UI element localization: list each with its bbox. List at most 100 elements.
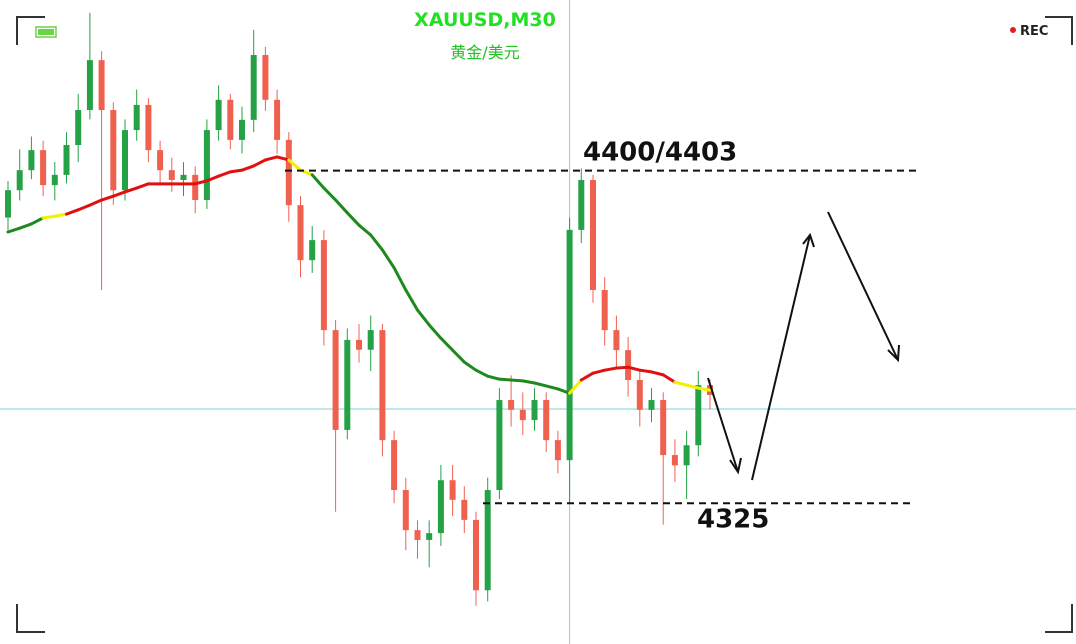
moving-average-segment [310,173,326,190]
rec-dot [1010,27,1016,33]
candle-body [367,330,374,350]
candle-body [671,455,678,466]
moving-average-segment [650,370,665,377]
battery-icon [35,26,57,38]
moving-average-segment [673,380,689,387]
moving-average-segment [275,155,291,162]
moving-average-segment [65,208,80,216]
candle-body [566,229,573,461]
candle-body [274,99,281,140]
moving-average-segment [100,194,115,202]
level-label: 4400/4403 [583,138,737,168]
candle-body [402,490,409,531]
moving-average-segment [603,366,618,372]
moving-average-segment [345,211,361,227]
moving-average-segment [591,368,607,375]
moving-average-segment [111,190,127,198]
candle-body [613,330,620,351]
candle-body [192,174,199,201]
candle-body [180,174,187,180]
candle-body [379,330,386,441]
candle-body [660,400,667,456]
candle-body [461,499,468,520]
moving-average-segment [334,198,349,215]
moving-average-segment [6,226,22,234]
candle-body [648,400,655,410]
chart-title: XAUUSD,M30 [414,9,556,31]
candle-body [28,150,35,171]
moving-average-segment [474,368,490,378]
moving-average-segment [638,368,653,374]
candle-body [51,174,58,186]
moving-average-segment [228,168,244,174]
moving-average-segment [451,348,466,364]
candle-body [309,240,316,261]
moving-average-segment [497,377,513,382]
moving-average-segment [123,186,139,194]
candle-body [203,130,210,201]
candle-body [262,55,269,100]
candle-body [110,110,117,191]
moving-average-segment [626,365,642,372]
moving-average-segment [88,198,104,207]
candle-body [297,205,304,261]
candle-body [215,99,222,131]
moving-average-segment [41,214,57,220]
candle-body [531,400,538,421]
moving-average-segment [217,170,232,178]
moving-average-segment [556,387,572,395]
moving-average-segment [404,288,419,312]
moving-average-segment [53,212,68,218]
forecast-arrows [707,211,900,481]
candle-body [601,290,608,331]
moving-average-segment [252,158,267,168]
candle-body [75,110,82,146]
moving-average-segment [579,371,595,382]
chart-subtitle: 黄金/美元 [450,43,519,62]
moving-average-segment [568,378,583,395]
candle-body [40,150,47,186]
candle-body [636,380,643,410]
moving-average-segment [18,222,33,230]
moving-average-segment [509,378,525,383]
candle-body [590,179,596,291]
moving-average-segment [240,164,256,172]
moving-average-segment [486,374,501,381]
moving-average-segment [661,373,677,384]
candle-body [391,440,398,491]
candle-body [86,60,93,111]
moving-average-segment [392,266,408,292]
moving-average-segment [76,203,92,212]
candle-body [98,60,105,111]
candle-body [250,55,257,120]
moving-average-segment [263,155,279,162]
candle-body [578,179,585,230]
moving-average-segment [369,233,384,252]
candle-body [625,350,632,381]
candle-body [449,480,456,500]
candle-body [133,104,140,131]
candle-body [508,400,515,410]
candle-body [414,530,421,540]
moving-average-segment [322,186,338,202]
candle-body [496,400,503,491]
moving-average-segment [544,384,560,391]
moving-average-segment [614,365,630,370]
moving-average-segment [696,386,712,392]
candle-body [473,519,479,591]
moving-average-segment [439,336,455,352]
frame-corners [16,16,1073,633]
moving-average-segment [205,174,221,183]
candle-body [543,400,550,441]
moving-average-segment [135,182,150,190]
moving-average-segment [193,179,209,186]
moving-average-segment [533,381,548,388]
candle-body [227,99,234,140]
candle-body [157,150,164,171]
candle-body [437,480,444,534]
candle-body [145,104,152,151]
candle-body [484,490,491,591]
